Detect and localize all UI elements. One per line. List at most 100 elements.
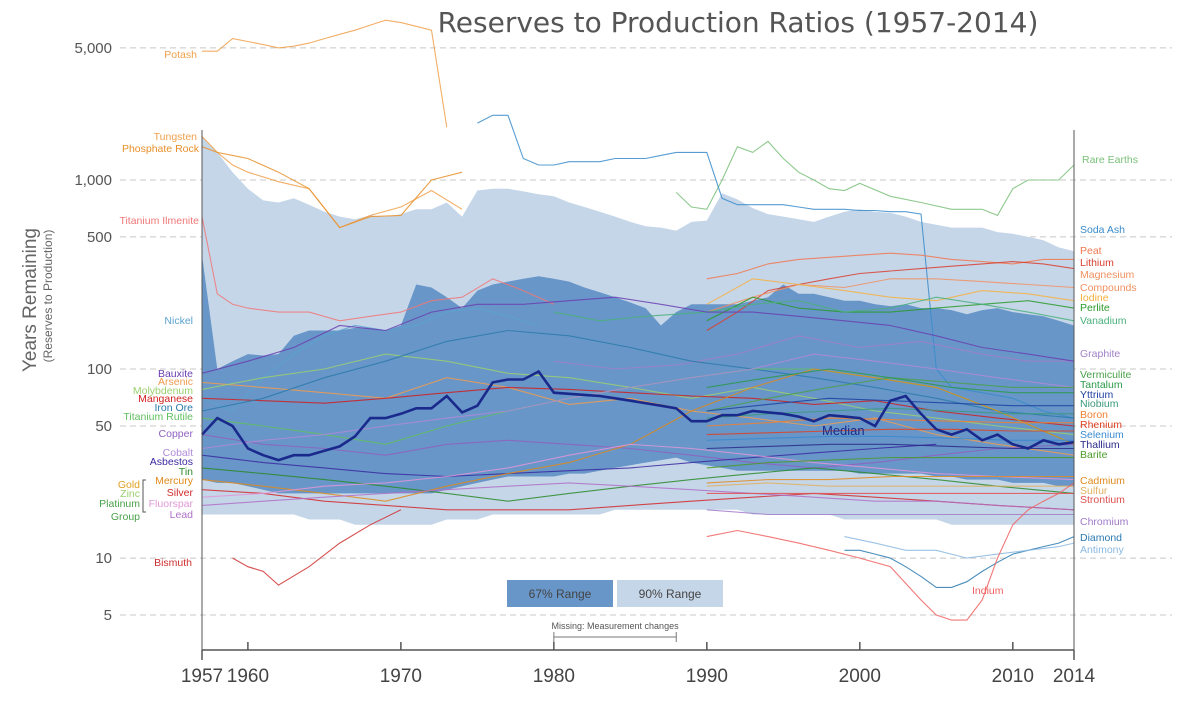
label-perlite: Perlite <box>1080 302 1110 314</box>
series-line-diamond <box>844 536 1075 588</box>
series-line-tantalum <box>706 368 1074 394</box>
range-bands <box>202 136 1074 525</box>
label-peat: Peat <box>1080 245 1102 257</box>
legend: 67% Range 90% Range <box>507 580 723 607</box>
y-axis-label: Years Remaining <box>20 228 41 372</box>
series-line-niobium <box>706 407 1074 419</box>
label-antimony: Antimony <box>1080 544 1125 556</box>
series-line-chromium <box>706 509 1074 516</box>
legend-swatch-67-range <box>507 580 613 607</box>
label-tungsten: Tungsten <box>154 131 198 143</box>
series-line-soda-ash <box>477 114 1075 419</box>
group-bracket <box>142 479 146 513</box>
y-axis-sublabel: (Reserves to Production) <box>41 230 55 363</box>
label-group: Group <box>111 511 140 523</box>
label-tantalum: Tantalum <box>1080 379 1123 391</box>
label-rare-earths: Rare Earths <box>1082 154 1138 166</box>
series-line-iodine <box>706 278 1075 305</box>
label-nickel: Nickel <box>164 315 193 327</box>
label-rhenium: Rhenium <box>1080 419 1122 431</box>
label-yttrium: Yttrium <box>1080 389 1114 401</box>
label-diamond: Diamond <box>1080 532 1122 544</box>
label-strontium: Strontium <box>1080 494 1125 506</box>
label-bauxite: Bauxite <box>158 368 193 380</box>
label-thallium: Thallium <box>1080 439 1120 451</box>
series-line-titanium-ilmenite <box>201 216 555 322</box>
legend-label-90-range: 90% Range <box>639 587 702 601</box>
label-magnesium: Magnesium <box>1080 269 1135 281</box>
label-indium: Indium <box>972 585 1004 597</box>
label-cobalt: Cobalt <box>163 447 193 459</box>
label-lead: Lead <box>170 509 194 521</box>
axes: 5 10 50 100 500 1,000 5,000 Years Remaining (Res… <box>20 40 1096 687</box>
label-compounds: Compounds <box>1080 282 1137 294</box>
series-line-asbestos <box>201 443 937 478</box>
series-line-thallium <box>706 443 1074 450</box>
label-vanadium: Vanadium <box>1080 315 1127 327</box>
y-tick-10: 10 <box>95 550 112 567</box>
series-line-cobalt <box>201 353 1075 450</box>
series-line-lead <box>201 482 1075 511</box>
series-line-phosphate-rock <box>201 146 463 229</box>
x-tick-1957: 1957 <box>181 666 223 687</box>
label-vermiculite: Vermiculite <box>1080 369 1132 381</box>
x-tick-1980: 1980 <box>533 666 575 687</box>
series-line-bauxite <box>201 296 1075 374</box>
label-iodine: Iodine <box>1080 292 1109 304</box>
series-line-potash <box>202 19 448 128</box>
label-iron-ore: Iron Ore <box>154 402 193 414</box>
annotations: Missing: Measurement changes <box>552 621 679 642</box>
series-line-antimony <box>844 536 1075 559</box>
label-soda-ash: Soda Ash <box>1080 224 1125 236</box>
x-tick-1990: 1990 <box>686 666 728 687</box>
label-boron: Boron <box>1080 409 1108 421</box>
series-line-rare-earths <box>675 140 1075 217</box>
label-selenium: Selenium <box>1080 429 1124 441</box>
label-phosphate-rock: Phosphate Rock <box>122 143 200 155</box>
y-tick-1-000: 1,000 <box>74 172 112 189</box>
series-line-selenium <box>706 435 1074 441</box>
y-tick-100: 100 <box>87 361 112 378</box>
series-line-lithium <box>706 261 1075 331</box>
series-line-peat <box>706 252 1074 280</box>
label-molybdenum: Molybdenum <box>133 385 193 397</box>
legend-swatch-90-range <box>617 580 723 607</box>
series-line-sulfur <box>706 482 1074 487</box>
label-cadmium: Cadmium <box>1080 475 1125 487</box>
series-line-magnesium-compounds <box>706 278 1075 313</box>
label-chromium: Chromium <box>1080 516 1129 528</box>
label-mercury: Mercury <box>155 475 194 487</box>
label-arsenic: Arsenic <box>158 376 193 388</box>
label-fluorspar: Fluorspar <box>149 498 194 510</box>
series-line-indium <box>706 482 1075 621</box>
series-line-perlite <box>706 296 1075 322</box>
label-asbestos: Asbestos <box>150 456 193 468</box>
series-line-nickel <box>201 307 539 412</box>
y-tick-50: 50 <box>95 418 112 435</box>
label-platinum: Platinum <box>99 498 140 510</box>
x-tick-1960: 1960 <box>227 666 269 687</box>
series-line-iron-ore <box>201 329 1075 419</box>
label-copper: Copper <box>159 428 194 440</box>
label-potash: Potash <box>164 49 197 61</box>
label-zinc: Zinc <box>120 488 140 500</box>
series-line-rhenium <box>706 428 1074 436</box>
series-line-silver <box>201 489 1075 511</box>
label-titanium-rutile: Titanium Rutile <box>123 411 193 423</box>
label-niobium: Niobium <box>1080 398 1119 410</box>
y-tick-5: 5 <box>104 607 112 624</box>
label-graphite: Graphite <box>1080 348 1120 360</box>
x-tick-2000: 2000 <box>839 666 881 687</box>
x-tick-2014: 2014 <box>1053 666 1096 687</box>
median-line <box>201 369 1075 462</box>
series-line-boron <box>706 417 1074 427</box>
y-tick-5-000: 5,000 <box>74 40 112 57</box>
label-lithium: Lithium <box>1080 257 1114 269</box>
label-tin: Tin <box>179 466 193 478</box>
series-line-barite <box>706 457 1074 469</box>
label-gold: Gold <box>118 479 140 491</box>
series-lines <box>201 19 1075 621</box>
series-line-fluorspar <box>201 443 1075 498</box>
